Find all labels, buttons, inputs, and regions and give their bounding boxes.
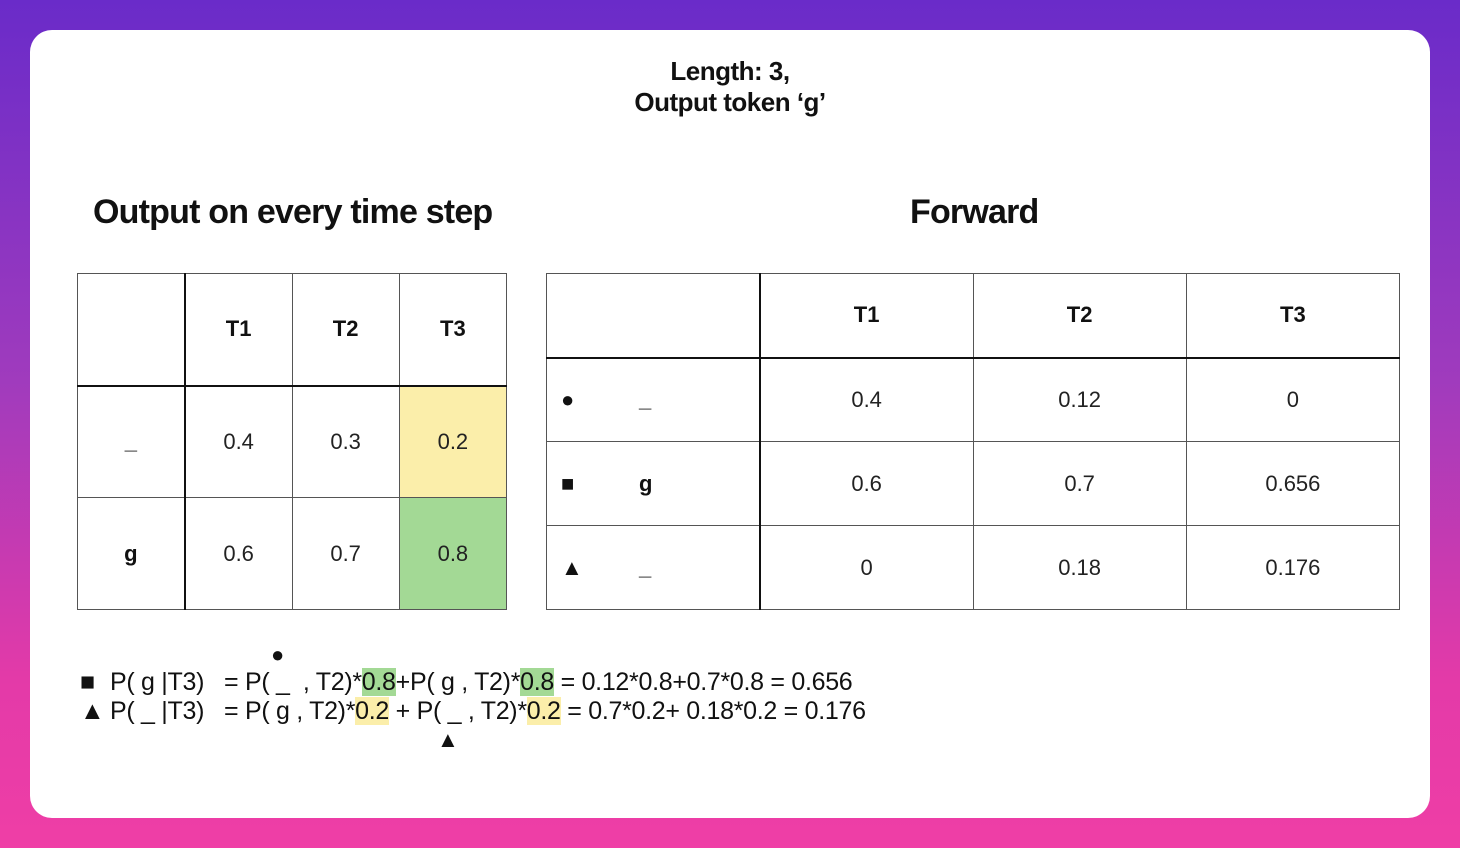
cell-value: 0.18 bbox=[972, 525, 1187, 610]
table-header-row: T1 T2 T3 bbox=[545, 273, 1401, 359]
cell-value: 0.3 bbox=[291, 385, 400, 498]
equation-text: + P( _ , T2)* bbox=[389, 697, 527, 725]
cell-value: 0.4 bbox=[184, 385, 293, 498]
table-row: ▲ _ 0 0.18 0.176 bbox=[545, 525, 1401, 610]
cell-value: 0.6 bbox=[184, 497, 293, 610]
forward-table: T1 T2 T3 ● _ 0.4 0.12 0 ■ g 0.6 0.7 0.656 … bbox=[545, 273, 1401, 610]
row-label-blank: _ bbox=[76, 385, 186, 498]
equation-text: = 0.12*0.8+0.7*0.8 = 0.656 bbox=[553, 668, 853, 696]
equation-text: P( _ |T3) = P( g , T2)* bbox=[110, 697, 356, 725]
cell-value: 0.7 bbox=[972, 441, 1187, 526]
row-label: _ bbox=[639, 386, 652, 412]
row-label-cell: ▲ _ bbox=[545, 525, 761, 610]
row-label-cell: ● _ bbox=[545, 357, 761, 442]
cell-value: 0 bbox=[759, 525, 974, 610]
circle-marker-icon: ● bbox=[271, 642, 285, 667]
output-probability-table: T1 T2 T3 _ 0.4 0.3 0.2 g 0.6 0.7 0.8 bbox=[76, 273, 508, 610]
column-header-t1: T1 bbox=[184, 273, 293, 387]
column-header-t2: T2 bbox=[291, 273, 400, 387]
column-header-t1: T1 bbox=[759, 273, 974, 359]
triangle-marker-icon: ▲ bbox=[437, 727, 459, 752]
highlighted-value: 0.8 bbox=[520, 668, 554, 696]
triangle-marker-icon: ▲ bbox=[561, 554, 583, 580]
table-row: ■ g 0.6 0.7 0.656 bbox=[545, 441, 1401, 526]
column-header-t3: T3 bbox=[1185, 273, 1401, 359]
row-label-cell: ■ g bbox=[545, 441, 761, 526]
table-row: _ 0.4 0.3 0.2 bbox=[76, 385, 508, 498]
table-row: ● _ 0.4 0.12 0 bbox=[545, 357, 1401, 442]
equation-text: +P( g , T2)* bbox=[395, 668, 521, 696]
circle-marker-icon: ● bbox=[561, 386, 575, 412]
right-section-title: Forward bbox=[910, 193, 1039, 231]
cell-value: 0.176 bbox=[1185, 525, 1401, 610]
square-marker-icon: ■ bbox=[80, 668, 95, 696]
cell-value: 0.12 bbox=[972, 357, 1187, 442]
title-line-1: Length: 3, bbox=[670, 56, 790, 86]
table-header-row: T1 T2 T3 bbox=[76, 273, 508, 387]
corner-cell bbox=[76, 273, 186, 387]
column-header-t3: T3 bbox=[398, 273, 508, 387]
row-label-g: g bbox=[76, 497, 186, 610]
equation-line-1: ■ P( g |T3) = P( _ , T2)*0.8+P( g , T2)*0… bbox=[80, 668, 853, 697]
cell-value: 0 bbox=[1185, 357, 1401, 442]
highlighted-value: 0.8 bbox=[361, 668, 396, 696]
cell-value: 0.4 bbox=[759, 357, 974, 442]
table-row: g 0.6 0.7 0.8 bbox=[76, 497, 508, 610]
equation-text: = 0.7*0.2+ 0.18*0.2 = 0.176 bbox=[560, 697, 866, 725]
cell-value-highlighted: 0.2 bbox=[398, 385, 508, 498]
square-marker-icon: ■ bbox=[561, 470, 575, 496]
slide-card: Length: 3, Output token ‘g’ Output on ev… bbox=[30, 30, 1430, 818]
highlighted-value: 0.2 bbox=[355, 697, 389, 725]
equation-text: P( g |T3) = P( _ , T2)* bbox=[110, 668, 362, 696]
slide-title: Length: 3, Output token ‘g’ bbox=[30, 56, 1430, 118]
corner-cell bbox=[545, 273, 761, 359]
row-label: _ bbox=[639, 554, 652, 580]
highlighted-value: 0.2 bbox=[526, 697, 561, 725]
cell-value: 0.656 bbox=[1185, 441, 1401, 526]
column-header-t2: T2 bbox=[972, 273, 1187, 359]
cell-value-highlighted: 0.8 bbox=[398, 497, 508, 610]
triangle-marker-icon: ▲ bbox=[80, 697, 105, 725]
title-line-2: Output token ‘g’ bbox=[634, 87, 826, 117]
cell-value: 0.7 bbox=[291, 497, 400, 610]
cell-value: 0.6 bbox=[759, 441, 974, 526]
equation-line-2: ▲ P( _ |T3) = P( g , T2)*0.2 + P( _ , T2)… bbox=[80, 697, 866, 726]
row-label: g bbox=[639, 470, 653, 496]
left-section-title: Output on every time step bbox=[93, 193, 493, 231]
